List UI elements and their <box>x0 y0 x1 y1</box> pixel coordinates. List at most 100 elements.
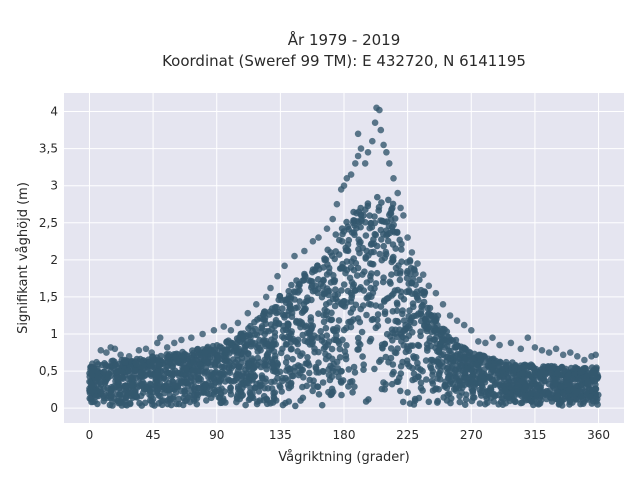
data-point <box>390 175 397 182</box>
data-point <box>149 395 157 403</box>
data-point <box>461 401 469 409</box>
data-point <box>374 322 382 330</box>
data-point <box>247 384 254 392</box>
data-point <box>396 276 404 284</box>
data-point <box>407 270 414 278</box>
data-point <box>292 402 299 410</box>
data-point <box>474 364 482 371</box>
data-point <box>490 398 498 405</box>
data-point <box>235 337 242 344</box>
data-point <box>281 296 289 304</box>
data-point <box>397 288 405 296</box>
data-point <box>322 324 330 332</box>
data-point <box>387 345 395 352</box>
data-point <box>350 266 358 274</box>
data-point <box>291 288 299 296</box>
data-point <box>263 353 271 360</box>
data-point <box>252 301 260 308</box>
data-point <box>237 381 245 388</box>
data-point <box>386 229 394 237</box>
data-point <box>126 399 134 407</box>
data-point <box>282 399 289 407</box>
data-point <box>538 391 545 399</box>
data-point <box>373 269 381 277</box>
data-point <box>338 238 346 245</box>
data-point <box>226 377 233 384</box>
data-point <box>164 358 172 366</box>
data-point <box>262 293 270 301</box>
data-point <box>553 376 561 383</box>
data-point <box>403 259 411 266</box>
data-point <box>392 245 400 252</box>
data-point <box>584 380 592 388</box>
data-point <box>328 355 336 363</box>
data-point <box>533 391 540 398</box>
data-point <box>398 246 405 253</box>
data-point <box>532 365 540 373</box>
y-axis-ticks: 0 0,5 1 1,5 2 2,5 3 3,5 4 <box>39 105 58 416</box>
data-point <box>579 400 587 408</box>
data-point <box>203 397 210 404</box>
x-tick-label: 180 <box>333 428 356 442</box>
data-point <box>394 317 401 325</box>
data-point <box>267 358 275 366</box>
data-point <box>227 327 235 334</box>
data-point <box>328 391 335 398</box>
data-point <box>580 365 587 372</box>
data-point <box>371 365 378 373</box>
data-point <box>359 353 366 360</box>
data-point <box>132 367 139 374</box>
data-point <box>554 369 561 377</box>
data-point <box>297 369 304 377</box>
data-point <box>354 152 362 160</box>
data-point <box>476 400 484 407</box>
data-point <box>171 359 178 367</box>
data-point <box>451 343 458 351</box>
data-point <box>314 262 321 270</box>
data-point <box>349 389 356 396</box>
data-point <box>495 401 502 408</box>
data-point <box>380 379 387 386</box>
data-point <box>519 370 527 377</box>
data-point <box>244 309 252 317</box>
data-point <box>432 318 439 325</box>
data-point <box>100 397 107 405</box>
data-point <box>153 372 161 379</box>
data-point <box>274 272 281 280</box>
data-point <box>448 362 456 370</box>
data-point <box>367 219 375 227</box>
data-point <box>261 314 269 322</box>
data-point <box>317 328 325 335</box>
data-point <box>424 347 431 354</box>
data-point <box>251 340 259 347</box>
data-point <box>242 401 249 409</box>
data-point <box>438 325 445 333</box>
data-point <box>414 359 421 367</box>
data-point <box>439 301 447 308</box>
data-point <box>319 379 327 386</box>
data-point <box>462 396 470 403</box>
data-point <box>364 149 372 156</box>
data-point <box>389 204 396 212</box>
data-point <box>281 262 288 270</box>
data-point <box>416 276 423 284</box>
data-point <box>194 391 202 399</box>
data-point <box>178 336 185 344</box>
data-point <box>267 284 274 292</box>
data-point <box>417 366 424 373</box>
data-point <box>393 307 401 315</box>
data-point <box>191 383 199 391</box>
data-point <box>448 351 455 358</box>
data-point <box>487 373 494 381</box>
data-point <box>361 160 369 167</box>
data-point <box>475 338 482 345</box>
data-point <box>265 327 272 335</box>
data-point <box>360 361 368 369</box>
data-point <box>502 387 509 395</box>
data-point <box>314 383 322 391</box>
data-point <box>210 327 218 334</box>
data-point <box>531 344 539 351</box>
data-point <box>186 398 194 406</box>
x-tick-label: 315 <box>523 428 546 442</box>
